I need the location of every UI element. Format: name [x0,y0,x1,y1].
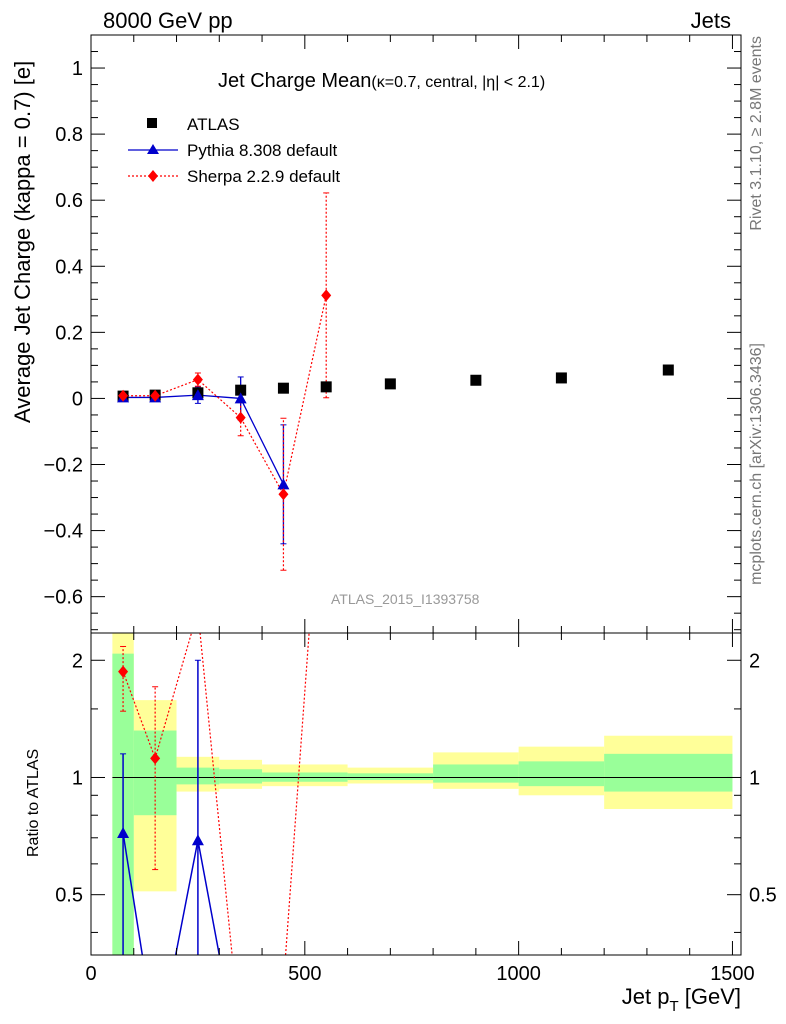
pythia-data-point [277,478,290,490]
ratio-band-inner [219,769,263,784]
ratio-panel: 0.5 0.5 1 1 2 2 0 500 1000 1500 Ratio to ATLAS [25,632,777,985]
main-y-tick-label: 0.2 [55,322,83,344]
legend-sherpa-marker [148,170,158,182]
atlas-data-point [235,384,247,396]
atlas-data-point [320,381,332,393]
sherpa-data-point [235,411,246,424]
main-y-tick-label: 0.8 [55,124,83,146]
sherpa-data-point [150,389,161,402]
pythia-ratio-line [122,832,144,956]
pythia-data-point [234,392,247,404]
x-tick-label: 1500 [710,963,755,985]
header-right: Jets [691,8,731,33]
sherpa-data-point [321,289,332,302]
x-tick-label: 0 [85,963,96,985]
x-tick-label: 1000 [496,963,541,985]
legend-sherpa-label: Sherpa 2.2.9 default [187,167,340,186]
atlas-data-point [555,372,567,384]
main-y-tick-label: 0.6 [55,190,83,212]
ratio-y-label: Ratio to ATLAS [25,749,42,857]
sherpa-ratio-line [199,632,233,956]
sherpa-data-point [192,373,203,386]
sherpa-data-point [278,488,289,501]
ratio-y-tick-label: 2 [72,650,83,672]
main-y-tick-label: −0.4 [44,521,83,543]
sherpa-ratio-point [150,752,161,765]
main-title-text: Jet Charge Mean [218,70,371,92]
x-tick-label: 500 [288,963,321,985]
ratio-frame [90,632,742,956]
ratio-band-inner [518,761,605,787]
main-subtitle: (κ=0.7, central, |η| < 2.1) [371,74,545,91]
main-y-tick-label: −0.2 [44,455,83,477]
main-y-tick-label: 0.4 [55,256,83,278]
ratio-y-tick-label: 0.5 [55,885,83,907]
legend-pythia-marker [147,144,159,154]
rivet-label: Rivet 3.1.10, ≥ 2.8M events [748,36,765,231]
legend-pythia-label: Pythia 8.308 default [187,141,338,160]
x-axis-title: Jet pT [GeV] [622,984,741,1015]
pythia-ratio-point [191,834,204,846]
pythia-series-line [123,394,285,485]
pythia-data-point [191,389,204,401]
legend: ATLAS Pythia 8.308 default Sherpa 2.2.9 … [128,115,340,186]
ratio-band-inner [347,773,434,781]
atlas-data-point [470,374,482,386]
main-title: Jet Charge Mean(κ=0.7, central, |η| < 2.… [218,70,545,92]
atlas-data-point [277,382,289,394]
watermark: ATLAS_2015_I1393758 [331,591,480,607]
mcplots-label: mcplots.cern.ch [arXiv:1306.3436] [748,343,765,585]
ratio-y-tick-label: 1 [72,767,83,789]
main-panel: −0.6 −0.4 −0.2 0 0.2 0.4 0.6 0.8 1 Jet Charge Me… [10,34,742,634]
main-y-tick-label: 1 [72,58,83,80]
sherpa-ratio-line [284,632,310,956]
sherpa-series-line [123,295,327,496]
sherpa-data-point [118,389,129,402]
ratio-y-tick-label-right: 0.5 [749,885,777,907]
header-left: 8000 GeV pp [103,8,233,33]
main-y-tick-label: 0 [72,388,83,410]
sherpa-ratio-point [118,665,129,678]
pythia-ratio-point [117,827,130,839]
legend-atlas-marker [147,118,157,128]
main-y-label: Average Jet Charge (kappa = 0.7) [e] [10,61,35,423]
ratio-y-tick-label-right: 2 [749,650,760,672]
ratio-band-inner [433,764,519,783]
legend-atlas-label: ATLAS [187,115,240,134]
ratio-y-tick-label-right: 1 [749,767,760,789]
atlas-data-point [662,364,674,376]
main-y-tick-label: −0.6 [44,587,83,609]
ratio-band-inner [604,753,733,792]
atlas-data-point [384,378,396,390]
